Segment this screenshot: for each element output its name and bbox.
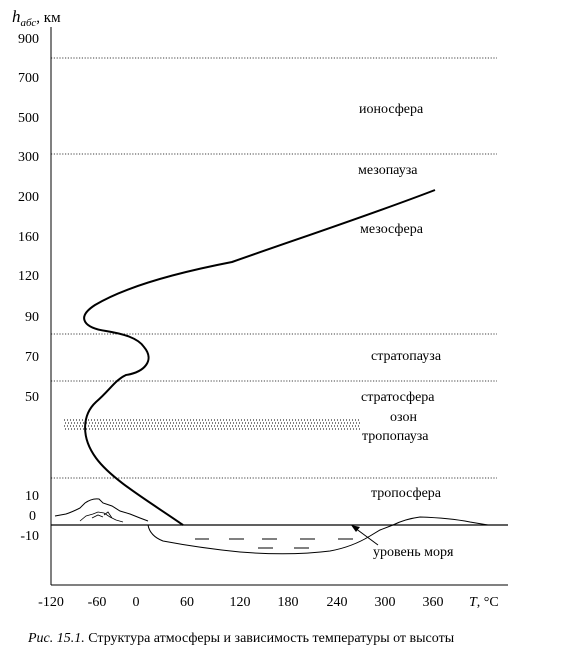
label-stratosphere: стратосфера [361,390,435,405]
y-tick-label: 0 [29,509,36,524]
x-tick-label: 240 [327,595,348,610]
label-sea-level: уровень моря [373,545,454,560]
mountain-detail [79,511,124,523]
y-tick-labels: 900 700 500 300 200 160 120 90 70 50 10 … [18,32,39,544]
y-tick-label: 200 [18,190,39,205]
label-mesosphere: мезосфера [360,222,424,237]
layer-labels: ионосфера мезопауза мезосфера стратопауз… [358,102,454,560]
y-tick-label: 70 [25,350,39,365]
y-tick-label: 300 [18,150,39,165]
y-tick-label: 10 [25,489,39,504]
x-tick-labels: -120 -60 0 60 120 180 240 300 360 [38,595,443,610]
y-tick-label: 700 [18,71,39,86]
sea-level-arrow [354,527,379,546]
x-tick-label: 0 [133,595,140,610]
caption-text: Структура атмосферы и зависимость темпер… [84,631,455,646]
caption-label: Рис. 15.1. [28,631,85,646]
atmosphere-diagram: hабс, км 900 700 500 300 200 160 120 90 … [12,7,508,610]
x-axis-title: T, °C [469,595,499,610]
label-mesopause: мезопауза [358,163,418,178]
x-tick-label: 120 [230,595,251,610]
y-tick-label: 50 [25,390,39,405]
x-tick-label: -60 [88,595,107,610]
y-tick-label: 900 [18,32,39,47]
y-tick-label: 90 [25,310,39,325]
label-troposphere: тропосфера [371,486,442,501]
y-tick-label: 120 [18,269,39,284]
y-tick-label: -10 [20,529,39,544]
figure-caption: Рис. 15.1. Структура атмосферы и зависим… [28,631,568,647]
water-dashes [195,538,353,549]
y-tick-label: 160 [18,230,39,245]
y-axis-title: hабс, км [12,7,61,29]
temperature-curve [83,189,436,526]
ozone-band [64,419,360,430]
label-ozone: озон [390,410,417,425]
x-tick-label: 300 [375,595,396,610]
label-ionosphere: ионосфера [359,102,424,117]
x-tick-label: 360 [423,595,444,610]
layer-boundaries [51,57,497,479]
x-tick-label: 180 [278,595,299,610]
x-tick-label: -120 [38,595,64,610]
label-stratopause: стратопауза [371,349,442,364]
y-tick-label: 500 [18,111,39,126]
label-tropopause: тропопауза [362,429,429,444]
ocean-basin [147,516,489,555]
arrow-head-icon [351,525,360,532]
x-tick-label: 60 [180,595,194,610]
mountain-silhouette [54,498,149,522]
